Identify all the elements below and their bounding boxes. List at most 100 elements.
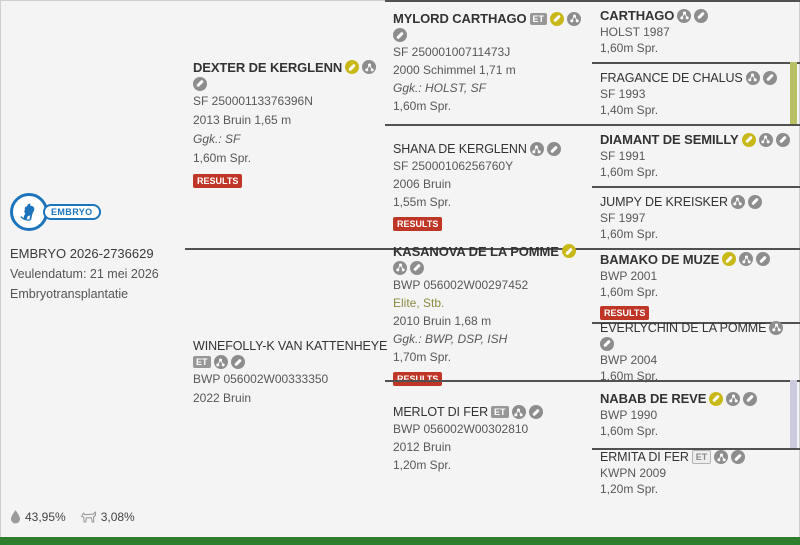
horse-name-link[interactable]: KASANOVA DE LA POMME xyxy=(393,243,559,259)
horse-name-link[interactable]: WINEFOLLY-K VAN KATTENHEYE xyxy=(193,339,388,353)
embryo-id: EMBRYO 2026-2736629 xyxy=(10,246,154,261)
studbook-approvals: Ggk.: SF xyxy=(193,131,241,146)
cell-ggp-6: EVERLYCHIN DE LA POMME BWP 2004 1,60m Sp… xyxy=(592,320,800,383)
sport-level: 1,60m Spr. xyxy=(193,150,252,165)
sport-level: 1,60m Spr. xyxy=(600,424,659,438)
bloodline-strip-lavender xyxy=(790,380,797,448)
approved-stallion-icon[interactable] xyxy=(550,11,565,26)
pedigree-icon[interactable] xyxy=(511,405,526,419)
sport-level: 1,20m Spr. xyxy=(393,458,452,472)
studbook-year: BWP 1990 xyxy=(600,408,658,422)
horse-percentage: 3,08% xyxy=(100,510,135,524)
results-badge[interactable]: RESULTS xyxy=(393,217,443,231)
horse-name-link[interactable]: FRAGANCE DE CHALUS xyxy=(600,70,743,85)
embryo-transfer-note: Embryotransplantatie xyxy=(10,287,129,301)
edit-icon[interactable] xyxy=(230,355,245,369)
horse-name-link[interactable]: MERLOT DI FER xyxy=(393,405,489,419)
birth-info: 2022 Bruin xyxy=(193,391,252,405)
embryo-logo-label: EMBRYO xyxy=(43,204,101,220)
grandparents-column: MYLORD CARTHAGO ET SF 25000100711473J 20… xyxy=(385,0,592,497)
et-badge: ET xyxy=(529,12,548,25)
horse-name-link[interactable]: DIAMANT DE SEMILLY xyxy=(600,132,739,147)
pedigree-icon[interactable] xyxy=(393,260,407,275)
edit-icon[interactable] xyxy=(193,76,207,91)
approved-stallion-icon[interactable] xyxy=(345,60,360,74)
birth-info: 2006 Bruin xyxy=(393,177,452,191)
parents-column: DEXTER DE KERGLENN SF 25000113376396N 20… xyxy=(185,0,388,497)
pedigree-icon[interactable] xyxy=(714,450,729,464)
predicate-label: Elite, Stb. xyxy=(393,295,445,310)
pedigree-icon[interactable] xyxy=(745,70,760,85)
studbook-year: BWP 2004 xyxy=(600,352,658,367)
statistics-footer: 43,95% 3,08% xyxy=(0,497,800,537)
sport-level: 1,60m Spr. xyxy=(600,41,659,55)
blood-drop-icon xyxy=(10,510,21,524)
pedigree-icon[interactable] xyxy=(726,391,741,406)
horse-name-link[interactable]: DEXTER DE KERGLENN xyxy=(193,59,343,75)
sport-level: 1,60m Spr. xyxy=(600,284,659,299)
registration-number: SF 25000113376396N xyxy=(193,93,313,108)
horse-name-link[interactable]: BAMAKO DE MUZE xyxy=(600,251,720,267)
edit-icon[interactable] xyxy=(546,142,561,156)
bloodline-strip-olive xyxy=(790,62,797,124)
results-badge[interactable]: RESULTS xyxy=(193,173,243,188)
horse-icon xyxy=(80,510,97,524)
studbook-year: BWP 2001 xyxy=(600,268,658,283)
studbook-approvals: Ggk.: BWP, DSP, ISH xyxy=(393,331,508,346)
edit-icon[interactable] xyxy=(762,70,777,85)
cell-ggp-3: DIAMANT DE SEMILLY SF 1991 1,60m Spr. xyxy=(592,124,800,186)
approved-stallion-icon[interactable] xyxy=(561,244,576,258)
birth-info: 2012 Bruin xyxy=(393,440,452,454)
edit-icon[interactable] xyxy=(528,405,543,419)
horse-name-link[interactable]: CARTHAGO xyxy=(600,8,675,23)
horse-name-link[interactable]: SHANA DE KERGLENN xyxy=(393,142,527,156)
approved-stallion-icon[interactable] xyxy=(722,252,737,266)
sport-level: 1,60m Spr. xyxy=(600,368,659,383)
pedigree-icon[interactable] xyxy=(567,11,582,26)
blood-percentage: 43,95% xyxy=(25,510,66,524)
pedigree-icon[interactable] xyxy=(677,8,692,23)
cell-grandsire-2: KASANOVA DE LA POMME BWP 056002W00297452… xyxy=(385,244,592,386)
approved-stallion-icon[interactable] xyxy=(709,391,724,406)
edit-icon[interactable] xyxy=(393,28,407,42)
pedigree-icon[interactable] xyxy=(362,60,377,74)
cell-granddam-1: SHANA DE KERGLENN SF 25000106256760Y 200… xyxy=(385,124,592,248)
pedigree-icon[interactable] xyxy=(758,132,773,147)
cell-sire: DEXTER DE KERGLENN SF 25000113376396N 20… xyxy=(185,0,385,248)
greatgrandparents-column: CARTHAGO HOLST 1987 1,60m Spr. FRAGANCE … xyxy=(592,0,800,497)
pedigree-icon[interactable] xyxy=(769,320,784,335)
pedigree-table: EMBRYO EMBRYO 2026-2736629 Veulendatum: … xyxy=(10,0,800,497)
registration-number: BWP 056002W00333350 xyxy=(193,372,329,386)
edit-icon[interactable] xyxy=(694,8,709,23)
cell-grandsire-1: MYLORD CARTHAGO ET SF 25000100711473J 20… xyxy=(385,0,592,124)
results-badge[interactable]: RESULTS xyxy=(600,305,650,320)
edit-icon[interactable] xyxy=(775,132,790,147)
pedigree-icon[interactable] xyxy=(730,194,745,209)
horse-name-link[interactable]: JUMPY DE KREISKER xyxy=(600,194,728,209)
edit-icon[interactable] xyxy=(743,391,758,406)
et-badge: ET xyxy=(691,450,712,464)
et-badge: ET xyxy=(193,356,211,368)
edit-icon[interactable] xyxy=(747,194,762,209)
edit-icon[interactable] xyxy=(600,336,614,351)
horse-name-link[interactable]: NABAB DE REVE xyxy=(600,391,707,406)
pedigree-icon[interactable] xyxy=(529,142,544,156)
et-badge: ET xyxy=(491,406,509,418)
cell-ggp-2: FRAGANCE DE CHALUS SF 1993 1,40m Spr. xyxy=(592,62,800,124)
edit-icon[interactable] xyxy=(756,252,771,266)
results-badge[interactable]: RESULTS xyxy=(393,371,443,386)
horse-name-link[interactable]: MYLORD CARTHAGO xyxy=(393,11,527,26)
approved-stallion-icon[interactable] xyxy=(741,132,756,147)
horse-name-link[interactable]: ERMITA DI FER xyxy=(600,450,689,464)
cell-dam: WINEFOLLY-K VAN KATTENHEYE ET BWP 056002… xyxy=(185,248,388,497)
edit-icon[interactable] xyxy=(410,260,424,275)
edit-icon[interactable] xyxy=(731,450,746,464)
horse-name-link[interactable]: EVERLYCHIN DE LA POMME xyxy=(600,320,767,335)
sport-level: 1,60m Spr. xyxy=(600,165,659,179)
cell-ggp-7: NABAB DE REVE BWP 1990 1,60m Spr. xyxy=(592,380,800,448)
registration-number: SF 25000106256760Y xyxy=(393,159,514,173)
cell-ggp-8: ERMITA DI FER ET KWPN 2009 1,20m Spr. xyxy=(592,448,800,497)
pedigree-icon[interactable] xyxy=(739,252,754,266)
pedigree-icon[interactable] xyxy=(213,355,228,369)
registration-number: SF 25000100711473J xyxy=(393,45,511,59)
